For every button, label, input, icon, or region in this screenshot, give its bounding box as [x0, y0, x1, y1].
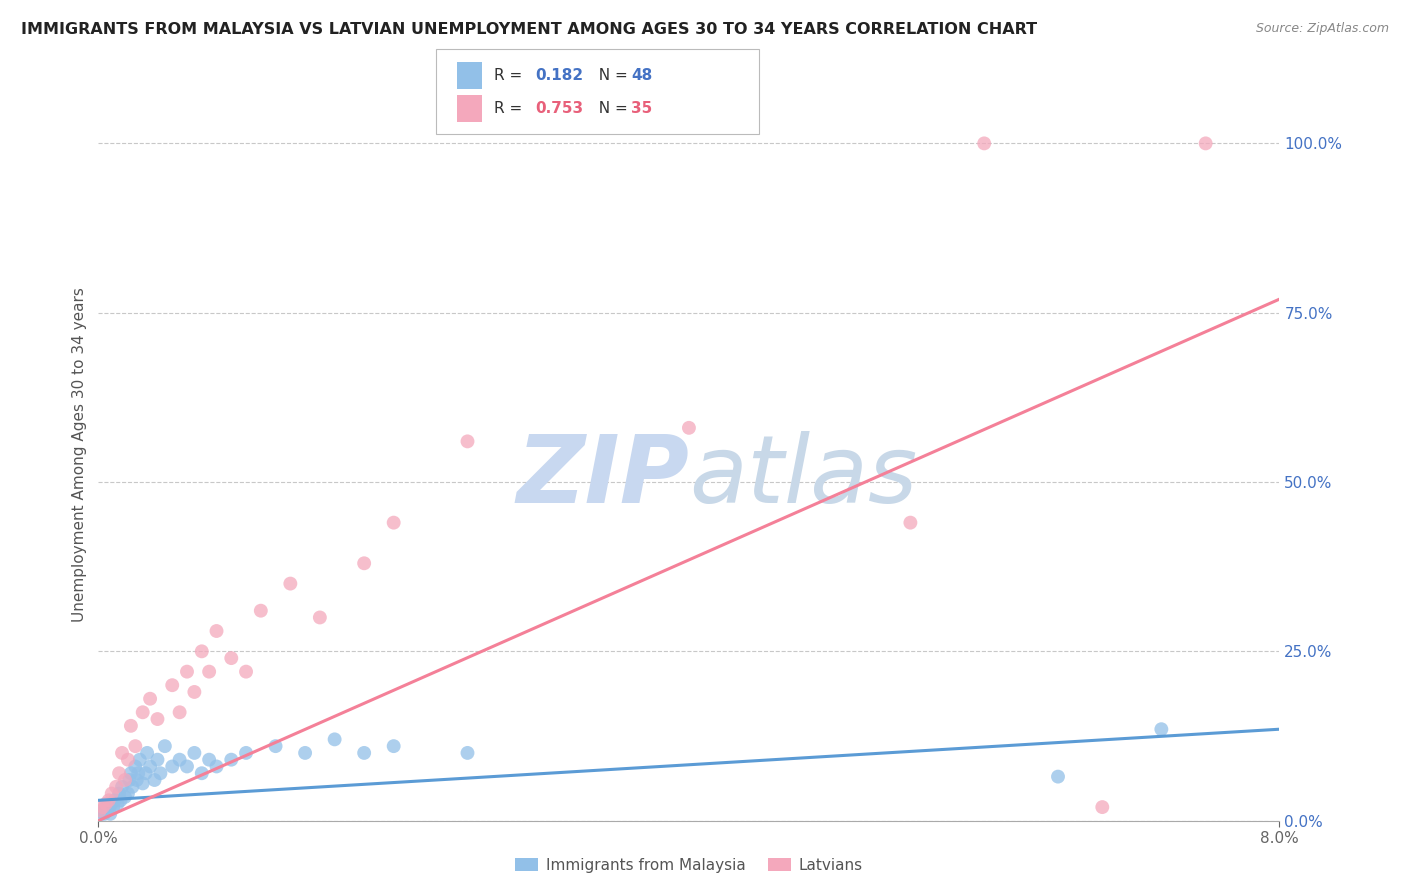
- Point: [132, 706, 155, 720]
- Point: [183, 685, 205, 699]
- Point: [149, 766, 172, 780]
- Point: [97, 793, 120, 807]
- Point: [146, 712, 169, 726]
- Point: [91, 804, 114, 818]
- Point: [108, 787, 131, 801]
- Point: [100, 787, 122, 801]
- Point: [127, 766, 149, 780]
- Point: [114, 772, 136, 787]
- Point: [264, 739, 287, 753]
- Point: [382, 516, 405, 530]
- Point: [221, 753, 243, 767]
- Text: 0.182: 0.182: [536, 69, 583, 83]
- Point: [191, 644, 214, 658]
- Point: [162, 678, 183, 692]
- Point: [139, 691, 162, 706]
- Point: [169, 706, 191, 720]
- Point: [94, 797, 117, 811]
- Point: [120, 766, 142, 780]
- Point: [169, 753, 191, 767]
- Point: [1091, 800, 1114, 814]
- Text: atlas: atlas: [689, 432, 917, 523]
- Point: [90, 806, 112, 821]
- Point: [114, 789, 136, 804]
- Text: R =: R =: [494, 102, 527, 116]
- Point: [89, 804, 111, 818]
- Point: [973, 136, 995, 151]
- Point: [205, 624, 228, 638]
- Point: [353, 746, 375, 760]
- Point: [382, 739, 405, 753]
- Point: [309, 610, 332, 624]
- Point: [235, 746, 257, 760]
- Point: [1195, 136, 1218, 151]
- Point: [105, 780, 128, 794]
- Text: 35: 35: [631, 102, 652, 116]
- Point: [98, 806, 121, 821]
- Text: 0.753: 0.753: [536, 102, 583, 116]
- Point: [103, 800, 125, 814]
- Point: [107, 797, 129, 811]
- Point: [250, 604, 273, 618]
- Point: [136, 746, 159, 760]
- Point: [117, 753, 139, 767]
- Text: N =: N =: [589, 69, 633, 83]
- Point: [153, 739, 176, 753]
- Point: [294, 746, 316, 760]
- Point: [198, 753, 221, 767]
- Point: [900, 516, 922, 530]
- Point: [353, 556, 375, 570]
- Point: [108, 766, 131, 780]
- Point: [235, 665, 257, 679]
- Text: R =: R =: [494, 69, 527, 83]
- Point: [176, 759, 198, 773]
- Point: [125, 772, 148, 787]
- Point: [280, 576, 302, 591]
- Point: [93, 806, 115, 821]
- Text: ZIP: ZIP: [516, 431, 689, 523]
- Point: [117, 787, 139, 801]
- Point: [162, 759, 183, 773]
- Point: [143, 772, 166, 787]
- Point: [120, 719, 142, 733]
- Point: [110, 793, 132, 807]
- Point: [118, 772, 141, 787]
- Point: [124, 739, 146, 753]
- Point: [111, 746, 134, 760]
- Point: [104, 793, 127, 807]
- Point: [323, 732, 346, 747]
- Point: [1046, 770, 1070, 784]
- Point: [94, 800, 117, 814]
- Point: [1150, 723, 1173, 737]
- Legend: Immigrants from Malaysia, Latvians: Immigrants from Malaysia, Latvians: [509, 852, 869, 879]
- Point: [678, 421, 700, 435]
- Point: [176, 665, 198, 679]
- Point: [146, 753, 169, 767]
- Point: [96, 804, 118, 818]
- Point: [100, 797, 122, 811]
- Point: [97, 800, 120, 814]
- Point: [135, 766, 157, 780]
- Text: 48: 48: [631, 69, 652, 83]
- Point: [221, 651, 243, 665]
- Point: [205, 759, 228, 773]
- Point: [121, 780, 143, 794]
- Text: Source: ZipAtlas.com: Source: ZipAtlas.com: [1256, 22, 1389, 36]
- Point: [191, 766, 214, 780]
- Point: [111, 780, 134, 794]
- Text: IMMIGRANTS FROM MALAYSIA VS LATVIAN UNEMPLOYMENT AMONG AGES 30 TO 34 YEARS CORRE: IMMIGRANTS FROM MALAYSIA VS LATVIAN UNEM…: [21, 22, 1038, 37]
- Y-axis label: Unemployment Among Ages 30 to 34 years: Unemployment Among Ages 30 to 34 years: [72, 287, 87, 623]
- Point: [457, 434, 479, 449]
- Text: N =: N =: [589, 102, 633, 116]
- Point: [124, 759, 146, 773]
- Point: [128, 753, 150, 767]
- Point: [457, 746, 479, 760]
- Point: [139, 759, 162, 773]
- Point: [91, 800, 114, 814]
- Point: [132, 776, 155, 790]
- Point: [198, 665, 221, 679]
- Point: [183, 746, 205, 760]
